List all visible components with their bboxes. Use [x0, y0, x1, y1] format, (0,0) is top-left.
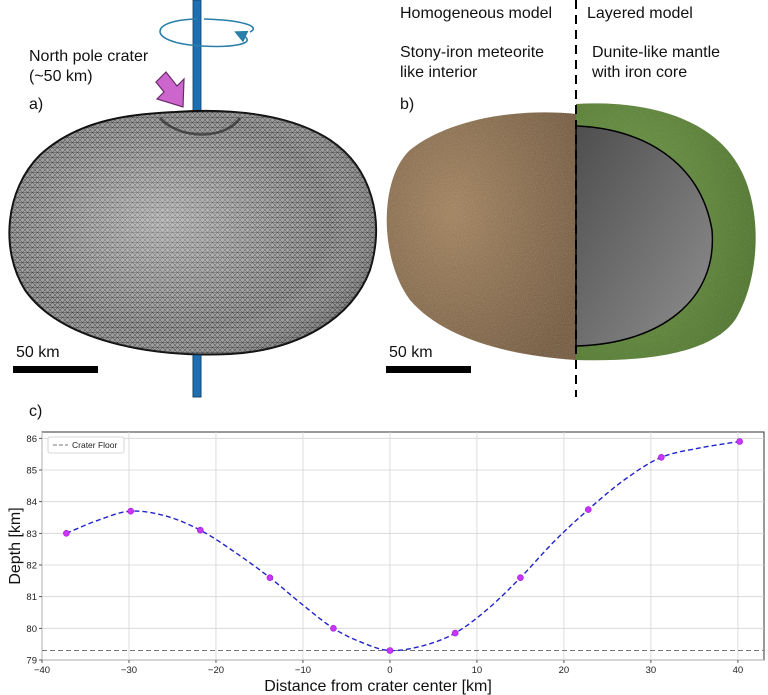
legend-entry-crater-floor: Crater Floor	[72, 440, 118, 450]
crater-pointer-arrow-icon	[155, 71, 185, 108]
layered-model-iron-core	[575, 125, 714, 347]
scale-bar-a	[13, 366, 98, 373]
x-tick-label: −40	[34, 665, 50, 676]
y-axis-label: Depth [km]	[7, 507, 24, 584]
y-tick-label: 83	[26, 529, 37, 540]
data-point	[197, 526, 204, 534]
chart-legend: Crater Floor	[47, 436, 125, 454]
panel-c-label: c)	[29, 403, 43, 420]
panel-b	[386, 0, 756, 397]
x-axis-label: Distance from crater center [km]	[264, 678, 492, 695]
scale-label-b: 50 km	[389, 344, 433, 361]
plot-area	[41, 431, 765, 661]
x-tick-label: −10	[295, 665, 311, 676]
y-tick-label: 82	[26, 561, 37, 572]
homogeneous-model-desc: Stony-iron meteorite like interior	[400, 43, 544, 83]
panel-a	[8, 0, 377, 398]
y-axis-ticks: 79 80 81 82 83 84 85 86	[26, 434, 42, 667]
layered-desc-line2: with iron core	[592, 64, 688, 81]
crater-annotation-line2: (~50 km)	[29, 68, 93, 85]
layered-desc-line1: Dunite-like mantle	[592, 44, 721, 61]
x-axis-ticks: −40 −30 −20 −10 0 10 20 30 40	[34, 660, 743, 676]
scale-bar-b	[386, 366, 471, 373]
fitted-profile-curve	[66, 440, 740, 652]
panel-a-label: a)	[29, 96, 44, 113]
y-tick-label: 86	[26, 434, 37, 445]
data-point	[451, 629, 459, 637]
crater-annotation: North pole crater (~50 km)	[29, 47, 148, 87]
data-point	[584, 506, 592, 513]
homogeneous-model-title: Homogeneous model	[400, 5, 553, 22]
x-tick-label: 30	[646, 665, 657, 676]
x-tick-label: −30	[121, 665, 137, 676]
data-point	[127, 507, 135, 515]
data-point	[736, 438, 743, 445]
y-tick-label: 81	[26, 592, 37, 603]
data-points	[63, 438, 743, 654]
data-point	[386, 647, 394, 654]
homogeneous-desc-line2: like interior	[400, 64, 478, 81]
data-point	[330, 625, 337, 632]
data-point	[658, 454, 665, 461]
data-point	[63, 530, 70, 537]
scale-label-a: 50 km	[16, 344, 60, 361]
data-point	[517, 574, 524, 581]
depth-profile-chart: −40 −30 −20 −10 0 10 20 30 40 79 80 81 82 83 84 85 86 C…	[7, 431, 765, 695]
x-tick-label: 10	[472, 665, 483, 676]
panel-b-label: b)	[400, 96, 415, 113]
x-tick-label: −20	[208, 665, 224, 676]
data-point	[266, 574, 274, 581]
y-tick-label: 79	[26, 656, 37, 667]
crater-annotation-line1: North pole crater	[29, 48, 149, 65]
north-pole-crater	[159, 117, 242, 136]
y-tick-label: 84	[26, 497, 37, 508]
x-tick-label: 40	[733, 665, 744, 676]
homogeneous-desc-line1: Stony-iron meteorite	[400, 44, 545, 61]
y-tick-label: 80	[26, 624, 37, 635]
x-tick-label: 0	[387, 665, 392, 676]
layered-model-desc: Dunite-like mantle with iron core	[592, 43, 720, 83]
x-tick-label: 20	[559, 665, 570, 676]
y-tick-label: 85	[26, 466, 37, 477]
rotation-arrow-icon	[159, 18, 249, 48]
grid-layer	[41, 432, 764, 661]
layered-model-title: Layered model	[587, 5, 693, 22]
